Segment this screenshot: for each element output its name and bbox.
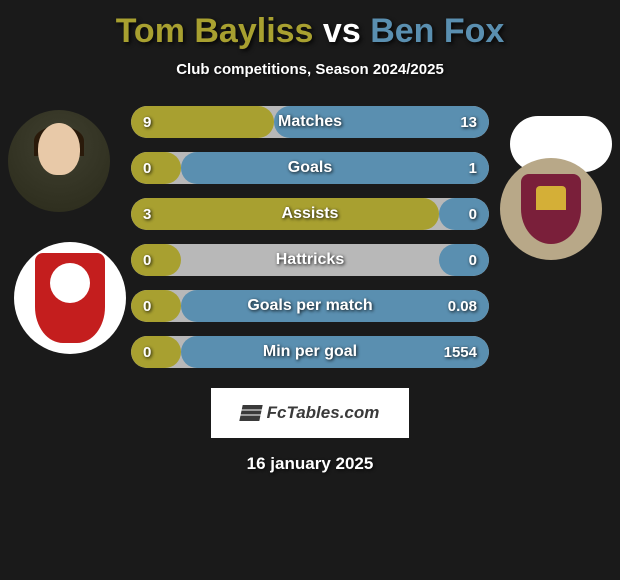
subtitle: Club competitions, Season 2024/2025 [0, 61, 620, 78]
fctables-watermark: FcTables.com [211, 388, 409, 438]
club2-shield-icon [521, 174, 581, 244]
player2-name: Ben Fox [370, 12, 504, 50]
stat-row: Hattricks0 0 [131, 244, 489, 276]
stat-label: Matches [131, 106, 489, 138]
club1-shield-icon [35, 253, 105, 343]
stat-bars: Matches913Goals01Assists30Hattricks00Goa… [131, 106, 489, 368]
stat-value-left: 0 [131, 152, 163, 184]
stat-value-right: 0.08 [436, 290, 489, 322]
page-title: Tom Bayliss vs Ben Fox [0, 12, 620, 51]
avatar-face [38, 123, 80, 175]
stat-value-left: 0 [131, 290, 163, 322]
stat-label: Assists [131, 198, 489, 230]
stat-value-right: 13 [448, 106, 489, 138]
stat-row: Min per goal01554 [131, 336, 489, 368]
stat-label: Goals [131, 152, 489, 184]
vs-text: vs [313, 12, 370, 50]
stat-value-right: 0 [457, 244, 489, 276]
stat-value-left: 0 [131, 244, 163, 276]
stat-row: Assists3 0 [131, 198, 489, 230]
player1-avatar [8, 110, 110, 212]
stat-value-right: 0 [457, 198, 489, 230]
stat-value-left: 9 [131, 106, 163, 138]
stat-value-left: 3 [131, 198, 163, 230]
club1-badge [14, 242, 126, 354]
date-text: 16 january 2025 [0, 454, 620, 474]
stat-value-left: 0 [131, 336, 163, 368]
content-area: Matches913Goals01Assists30Hattricks00Goa… [0, 106, 620, 368]
club2-badge [500, 158, 602, 260]
stat-row: Matches9 13 [131, 106, 489, 138]
stat-value-right: 1554 [432, 336, 489, 368]
fctables-icon [239, 405, 262, 421]
player1-name: Tom Bayliss [116, 12, 314, 50]
stat-row: Goals per match00.08 [131, 290, 489, 322]
stat-label: Hattricks [131, 244, 489, 276]
fctables-label: FcTables.com [267, 403, 380, 423]
stat-value-right: 1 [457, 152, 489, 184]
stat-row: Goals0 1 [131, 152, 489, 184]
comparison-card: Tom Bayliss vs Ben Fox Club competitions… [0, 0, 620, 474]
